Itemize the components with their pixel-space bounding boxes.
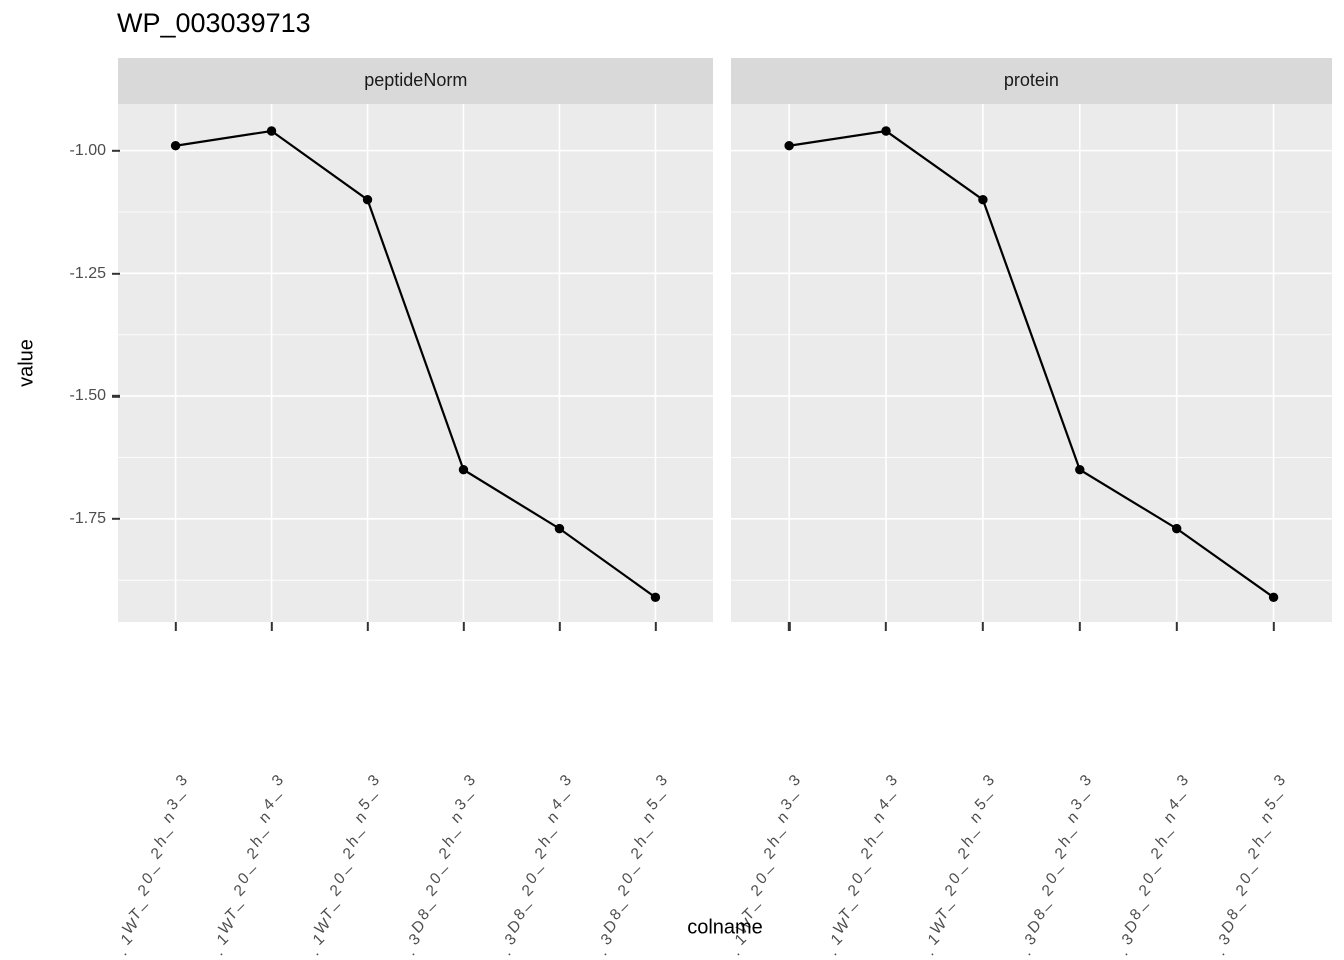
x-tick-mark <box>981 622 985 631</box>
y-tick-label: -1.50 <box>69 387 106 405</box>
data-point <box>1075 465 1085 475</box>
x-tick-mark <box>366 622 370 631</box>
data-point <box>881 126 891 136</box>
data-point <box>1171 524 1182 534</box>
y-tick-mark <box>111 149 120 153</box>
y-tick-mark <box>111 395 120 398</box>
data-point <box>1268 592 1279 603</box>
facet-plot-area <box>118 104 714 622</box>
x-tick-mark <box>787 622 791 631</box>
x-tick-mark <box>884 622 888 631</box>
y-tick-mark <box>111 517 120 521</box>
x-tick-mark <box>270 622 274 631</box>
data-line <box>788 130 1275 599</box>
x-tick-mark <box>558 622 561 631</box>
facet-strip-peptideNorm: peptideNorm <box>118 57 714 105</box>
x-tick-mark <box>1078 622 1081 631</box>
facet-plot-area <box>731 104 1332 622</box>
plot-title: WP_003039713 <box>117 8 311 38</box>
x-tick-mark <box>1175 622 1178 631</box>
y-tick-label: -1.25 <box>69 264 106 282</box>
data-point <box>267 126 277 136</box>
y-tick-mark <box>111 272 120 275</box>
data-point <box>459 465 469 475</box>
data-point <box>555 524 565 534</box>
facet-panel-protein <box>731 104 1332 622</box>
facet-strip-label: protein <box>1003 70 1059 91</box>
facet-strip-label: peptideNorm <box>364 70 468 91</box>
data-point <box>363 195 373 205</box>
data-line <box>175 130 657 599</box>
data-point <box>784 141 794 151</box>
x-tick-mark <box>1272 622 1275 631</box>
y-axis-title: value <box>15 339 38 387</box>
x-tick-mark <box>654 622 657 631</box>
data-point <box>978 195 988 205</box>
data-point <box>171 141 181 151</box>
y-tick-label: -1.00 <box>69 141 106 159</box>
x-tick-mark <box>462 622 465 631</box>
x-tick-mark <box>174 622 178 631</box>
data-point <box>651 592 661 603</box>
facet-panel-peptideNorm <box>118 104 714 622</box>
x-axis-title: colname <box>687 916 763 939</box>
facet-strip-protein: protein <box>731 57 1332 105</box>
y-tick-label: -1.75 <box>69 510 106 528</box>
